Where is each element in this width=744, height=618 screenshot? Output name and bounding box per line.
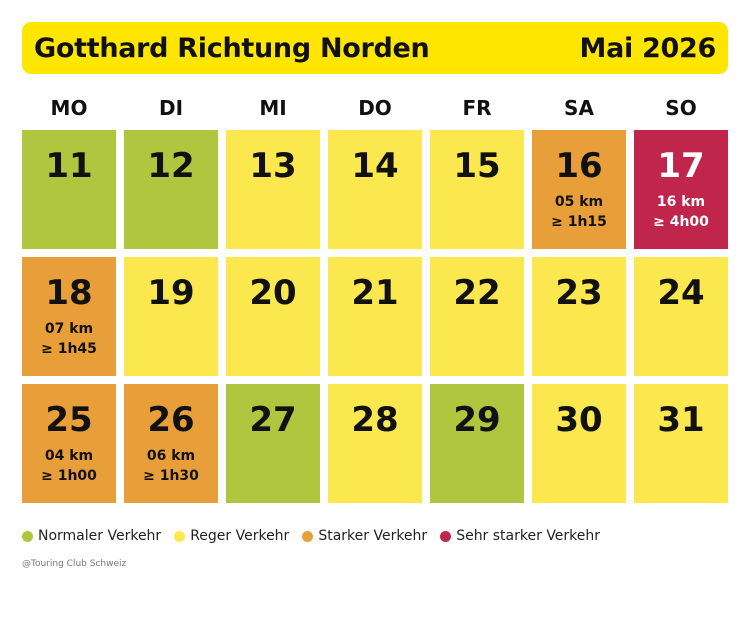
day-cell: 31 <box>634 384 728 503</box>
legend-label: Normaler Verkehr <box>38 528 162 544</box>
legend-label: Sehr starker Verkehr <box>456 528 601 544</box>
legend-color-dot <box>440 530 452 542</box>
day-cell: 18 07 km ≥ 1h45 <box>22 257 116 376</box>
day-cell: 25 04 km ≥ 1h00 <box>22 384 116 503</box>
day-number: 20 <box>249 273 297 313</box>
weekday-header-row: MO DI MI DO FR SA SO <box>22 96 728 124</box>
copyright-note: @Touring Club Schweiz <box>22 559 127 569</box>
day-cell: 17 16 km ≥ 4h00 <box>634 130 728 249</box>
legend-item-reger: Reger Verkehr <box>174 528 289 544</box>
day-cell: 29 <box>430 384 524 503</box>
day-number: 25 <box>45 400 93 440</box>
day-number: 12 <box>147 146 195 186</box>
calendar-month: Mai 2026 <box>579 32 717 64</box>
calendar-header: Gotthard Richtung Norden Mai 2026 <box>22 22 728 74</box>
weekday-label-so: SO <box>665 96 697 120</box>
legend-color-dot <box>302 530 314 542</box>
day-number: 22 <box>453 273 501 313</box>
queue-length: 04 km <box>44 448 94 464</box>
queue-length: 07 km <box>44 321 94 337</box>
weekday-label-di: DI <box>158 96 184 120</box>
day-cell: 24 <box>634 257 728 376</box>
legend-label: Starker Verkehr <box>318 528 428 544</box>
day-cell: 20 <box>226 257 320 376</box>
day-cell: 11 <box>22 130 116 249</box>
day-number: 27 <box>249 400 297 440</box>
queue-length: 05 km <box>554 194 604 210</box>
weekday-label-fr: FR <box>462 96 492 120</box>
legend-label: Reger Verkehr <box>190 528 290 544</box>
day-number: 23 <box>555 273 603 313</box>
day-cell: 12 <box>124 130 218 249</box>
day-number: 19 <box>147 273 195 313</box>
day-cell: 23 <box>532 257 626 376</box>
legend-color-dot <box>174 530 186 542</box>
calendar-grid: 11 12 13 14 15 16 05 km ≥ 1h15 17 16 km ≥ 4h00 18 07… <box>22 130 728 504</box>
day-number: 31 <box>657 400 705 440</box>
wait-time: ≥ 1h45 <box>41 341 97 357</box>
day-cell: 19 <box>124 257 218 376</box>
day-number: 11 <box>45 146 93 186</box>
legend-item-starker: Starker Verkehr <box>302 528 427 544</box>
day-cell: 15 <box>430 130 524 249</box>
day-cell: 28 <box>328 384 422 503</box>
day-number: 13 <box>249 146 297 186</box>
day-cell: 22 <box>430 257 524 376</box>
weekday-label-mo: MO <box>50 96 88 120</box>
day-number: 21 <box>351 273 399 313</box>
legend-item-normal: Normaler Verkehr <box>22 528 161 544</box>
day-cell: 13 <box>226 130 320 249</box>
legend-color-dot <box>22 530 33 542</box>
day-cell: 26 06 km ≥ 1h30 <box>124 384 218 503</box>
queue-length: 16 km <box>656 194 706 210</box>
day-number: 28 <box>351 400 399 440</box>
weekday-label-sa: SA <box>564 96 594 120</box>
wait-time: ≥ 4h00 <box>653 214 709 230</box>
day-cell: 21 <box>328 257 422 376</box>
wait-time: ≥ 1h00 <box>41 468 97 484</box>
queue-length: 06 km <box>146 448 196 464</box>
weekday-label-do: DO <box>358 96 392 120</box>
wait-time: ≥ 1h30 <box>143 468 199 484</box>
day-number: 15 <box>453 146 501 186</box>
day-number: 16 <box>555 146 603 186</box>
day-number: 26 <box>147 400 195 440</box>
weekday-label-mi: MI <box>259 96 287 120</box>
day-number: 30 <box>555 400 603 440</box>
day-number: 17 <box>657 146 705 186</box>
traffic-legend: Normaler Verkehr Reger Verkehr Starker Ver… <box>22 526 613 546</box>
calendar-title: Gotthard Richtung Norden <box>34 32 430 64</box>
wait-time: ≥ 1h15 <box>551 214 607 230</box>
day-number: 18 <box>45 273 93 313</box>
day-cell: 14 <box>328 130 422 249</box>
day-cell: 30 <box>532 384 626 503</box>
day-cell: 27 <box>226 384 320 503</box>
day-cell: 16 05 km ≥ 1h15 <box>532 130 626 249</box>
day-number: 24 <box>657 273 705 313</box>
day-number: 29 <box>453 400 501 440</box>
legend-item-sehr-starker: Sehr starker Verkehr <box>440 528 600 544</box>
day-number: 14 <box>351 146 399 186</box>
